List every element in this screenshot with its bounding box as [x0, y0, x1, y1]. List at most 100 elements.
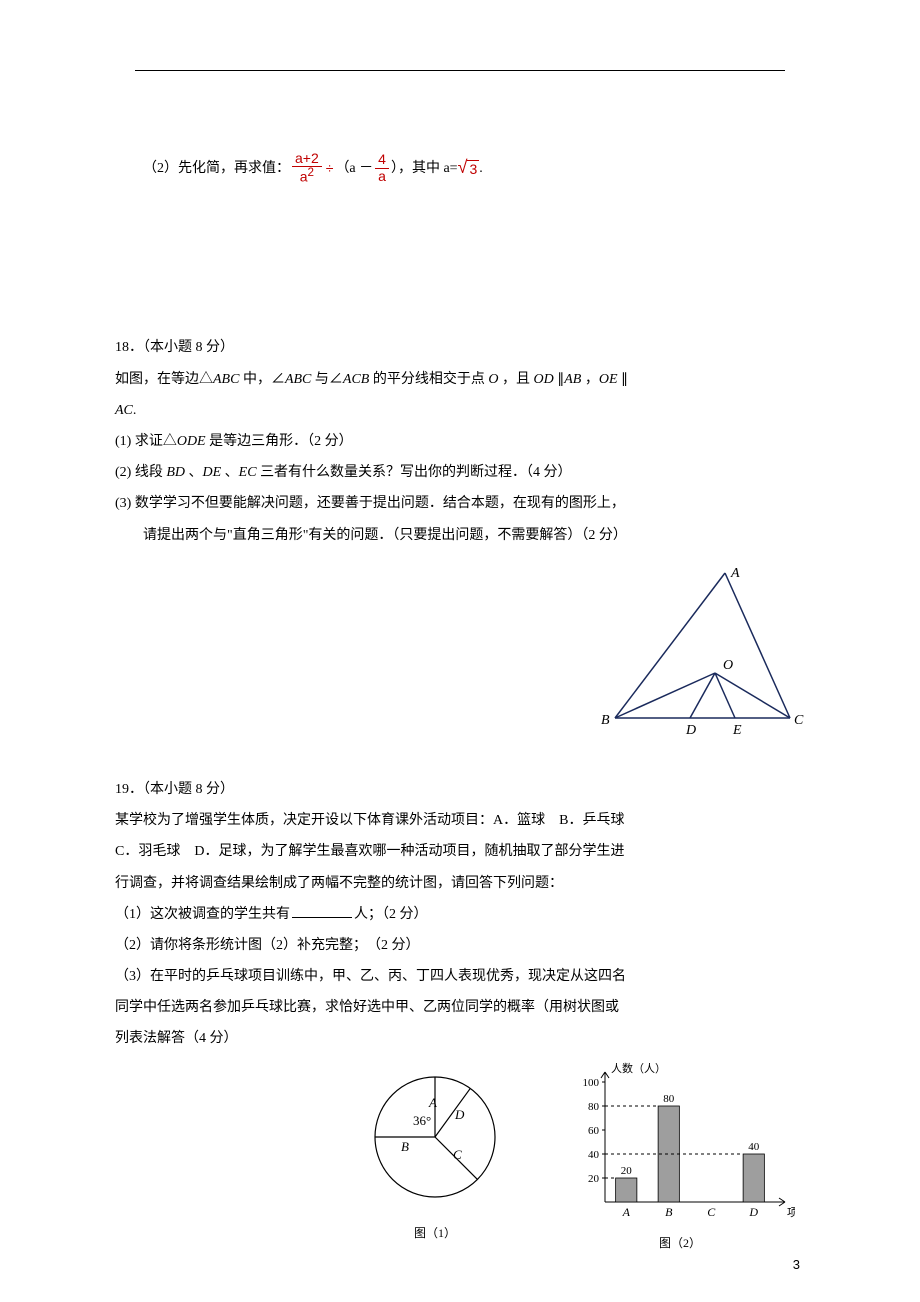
svg-text:人数（人）: 人数（人）: [611, 1062, 666, 1075]
svg-text:C: C: [794, 713, 804, 728]
it: ABC: [285, 372, 311, 387]
svg-text:20: 20: [588, 1173, 600, 1185]
it: OE: [599, 372, 618, 387]
radicand: 3: [467, 160, 479, 178]
svg-text:80: 80: [663, 1093, 675, 1105]
t: 、: [185, 465, 203, 480]
t: ，: [581, 372, 599, 387]
svg-text:A: A: [428, 1095, 437, 1110]
q17-part2: （2）先化简，再求值： a+2 a2 ÷ （a － 4 a ），其中 a= √ …: [115, 151, 805, 185]
q18: 18．（本小题 8 分） 如图，在等边△ABC 中，∠ABC 与∠ACB 的平分…: [115, 335, 805, 757]
svg-text:60: 60: [588, 1125, 600, 1137]
q19-p2: （2）请你将条形统计图（2）补充完整； （2 分）: [115, 933, 805, 958]
frac2-num: 4: [375, 152, 389, 168]
svg-text:40: 40: [748, 1141, 760, 1153]
svg-text:B: B: [665, 1205, 673, 1219]
svg-text:E: E: [732, 723, 742, 738]
it: ACB: [343, 372, 369, 387]
q19-p3c: 列表法解答（4 分）: [115, 1026, 805, 1051]
svg-text:B: B: [401, 1139, 409, 1154]
lpar-text: （a －: [335, 156, 373, 181]
it: AB: [564, 372, 581, 387]
svg-text:D: D: [685, 723, 696, 738]
triangle-figure: A B C D E O （第 25 题）: [595, 558, 805, 748]
frac1-den-base: a: [300, 169, 308, 185]
q19-p3a: （3）在平时的乒乓球项目训练中，甲、乙、丙、丁四人表现优秀，现决定从这四名: [115, 964, 805, 989]
svg-text:C: C: [453, 1147, 462, 1162]
fraction-1: a+2 a2: [292, 151, 322, 185]
svg-text:（第 25 题）: （第 25 题）: [667, 735, 733, 748]
frac1-den: a2: [297, 167, 317, 185]
t: 人；（2 分）: [354, 907, 428, 922]
q19-l3: 行调查，并将调查结果绘制成了两幅不完整的统计图，请回答下列问题：: [115, 871, 805, 896]
t: 、: [221, 465, 239, 480]
q19-p1: （1）这次被调查的学生共有 人；（2 分）: [115, 902, 805, 927]
svg-text:O: O: [723, 658, 733, 673]
t: ∥: [618, 372, 629, 387]
it: O: [488, 372, 498, 387]
q18-p3b: 请提出两个与"直角三角形"有关的问题．（只要提出问题，不需要解答）（2 分）: [115, 523, 805, 548]
page-number: 3: [793, 1257, 800, 1272]
t: ，且: [498, 372, 533, 387]
q18-figure-wrap: A B C D E O （第 25 题）: [115, 558, 805, 757]
divide-sign: ÷: [326, 156, 334, 181]
t: .: [133, 403, 137, 418]
q18-p3a: (3) 数学学习不但要能解决问题，还要善于提出问题．结合本题，在现有的图形上，: [115, 491, 805, 516]
q18-line1: 如图，在等边△ABC 中，∠ABC 与∠ACB 的平分线相交于点 O ，且 OD…: [115, 367, 805, 392]
svg-text:B: B: [601, 713, 610, 728]
q18-p2: (2) 线段 BD 、DE 、EC 三者有什么数量关系？写出你的判断过程．（4 …: [115, 460, 805, 485]
frac1-den-sup: 2: [308, 166, 314, 179]
t: 如图，在等边△: [115, 372, 213, 387]
content-area: （2）先化简，再求值： a+2 a2 ÷ （a － 4 a ），其中 a= √ …: [115, 151, 805, 1254]
it: ABC: [213, 372, 239, 387]
t: (2) 线段: [115, 465, 166, 480]
q19-l2: C．羽毛球 D．足球，为了解学生最喜欢哪一种活动项目，随机抽取了部分学生进: [115, 839, 805, 864]
q19-header: 19．（本小题 8 分）: [115, 777, 805, 802]
period: .: [479, 156, 483, 181]
q19-l1: 某学校为了增强学生体质，决定开设以下体育课外活动项目：A．篮球 B．乒乓球: [115, 808, 805, 833]
svg-text:20: 20: [621, 1165, 633, 1177]
it: DE: [203, 465, 222, 480]
t: 是等边三角形．（2 分）: [206, 434, 353, 449]
t: 三者有什么数量关系？写出你的判断过程．（4 分）: [257, 465, 572, 480]
q17-2-prefix: （2）先化简，再求值：: [143, 156, 290, 181]
svg-text:D: D: [454, 1107, 465, 1122]
bar-col: 人数（人） 20 40 60 80 100 20 A 80 B C 40 D 项目 图（2）: [565, 1062, 795, 1255]
svg-text:80: 80: [588, 1101, 600, 1113]
q18-p1: (1) 求证△ODE 是等边三角形．（2 分）: [115, 429, 805, 454]
q18-header: 18．（本小题 8 分）: [115, 335, 805, 360]
svg-text:D: D: [748, 1205, 758, 1219]
pie-col: ADCB36° 图（1）: [355, 1062, 515, 1255]
t: （1）这次被调查的学生共有: [115, 907, 290, 922]
svg-text:C: C: [707, 1205, 716, 1219]
blank-fill: [292, 917, 352, 918]
t: 的平分线相交于点: [369, 372, 488, 387]
q19: 19．（本小题 8 分） 某学校为了增强学生体质，决定开设以下体育课外活动项目：…: [115, 777, 805, 1254]
charts-row: ADCB36° 图（1） 人数（人）2040608010020A80BC40D项…: [115, 1062, 805, 1255]
radical-sign: √: [458, 158, 468, 176]
pie-chart: ADCB36°: [355, 1062, 515, 1212]
svg-text:A: A: [622, 1205, 631, 1219]
frac1-num: a+2: [292, 151, 322, 167]
svg-text:40: 40: [588, 1149, 600, 1161]
sqrt: √ 3: [458, 158, 480, 178]
it: OD: [533, 372, 553, 387]
t: (1) 求证△: [115, 434, 177, 449]
svg-text:项目: 项目: [787, 1206, 795, 1219]
pie-caption: 图（1）: [355, 1223, 515, 1245]
rpar-text: ），其中 a=: [391, 156, 458, 181]
top-divider: [135, 70, 785, 71]
fraction-2: 4 a: [375, 152, 389, 184]
it: AC: [115, 403, 133, 418]
t: ∥: [554, 372, 565, 387]
frac2-den: a: [375, 169, 389, 184]
q18-line2: AC.: [115, 398, 805, 423]
bar-caption: 图（2）: [565, 1233, 795, 1255]
it: ODE: [177, 434, 206, 449]
it: BD: [166, 465, 185, 480]
q19-p3b: 同学中任选两名参加乒乓球比赛，求恰好选中甲、乙两位同学的概率（用树状图或: [115, 995, 805, 1020]
svg-text:A: A: [730, 566, 740, 581]
bar-chart: 人数（人） 20 40 60 80 100 20 A 80 B C 40 D 项目: [565, 1062, 795, 1222]
t: 中，∠: [239, 372, 285, 387]
svg-text:100: 100: [583, 1077, 600, 1089]
